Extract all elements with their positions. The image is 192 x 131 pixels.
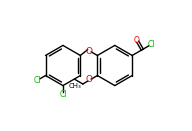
Text: O: O [134,36,140,45]
Text: CH₃: CH₃ [69,83,81,89]
Text: O: O [86,75,93,84]
Text: Cl: Cl [33,76,41,85]
Text: Cl: Cl [59,90,67,99]
Text: O: O [86,47,93,56]
Text: Cl: Cl [148,40,155,49]
